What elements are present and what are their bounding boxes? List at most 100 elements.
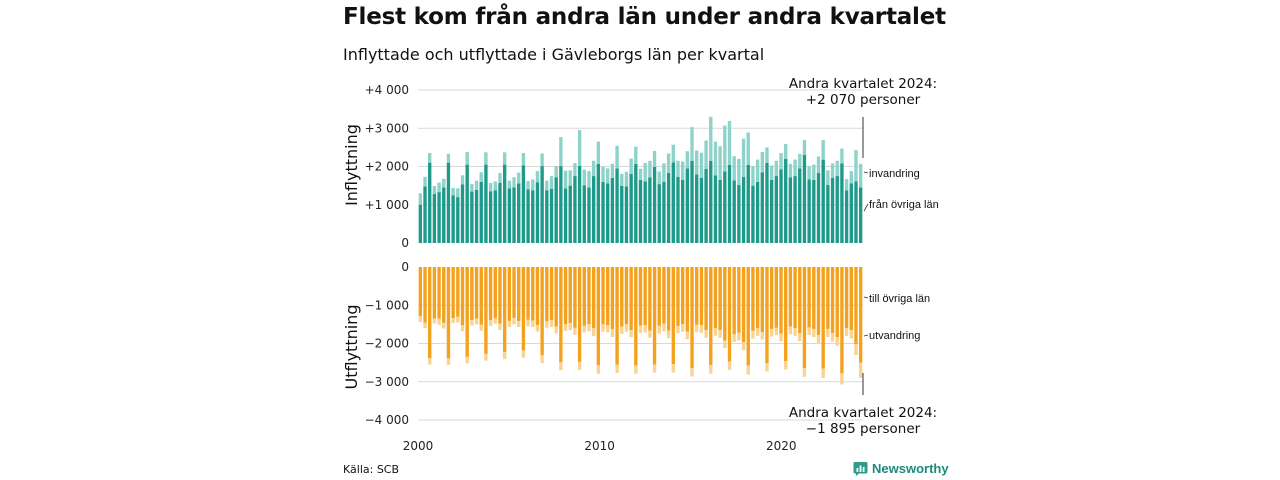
bar-utvandring	[601, 324, 605, 332]
bar-till-ovriga-lan	[709, 267, 713, 365]
bar-invandring	[634, 146, 638, 164]
bar-till-ovriga-lan	[456, 267, 460, 317]
bar-till-ovriga-lan	[460, 267, 465, 326]
bar-fran-ovriga-lan	[493, 190, 497, 243]
bar-fran-ovriga-lan	[788, 177, 793, 243]
bar-till-ovriga-lan	[840, 267, 844, 374]
bar-invandring	[751, 166, 755, 186]
bar-fran-ovriga-lan	[596, 163, 601, 243]
legend-leader-invandring	[863, 171, 869, 174]
bar-utvandring	[512, 317, 516, 325]
bar-invandring	[671, 144, 675, 163]
bar-utvandring	[676, 325, 680, 334]
top-y-tick-label: 0	[401, 236, 409, 250]
bar-invandring	[718, 146, 722, 180]
bar-till-ovriga-lan	[784, 267, 788, 362]
bar-fran-ovriga-lan	[437, 192, 441, 243]
bar-invandring	[573, 163, 577, 177]
bar-fran-ovriga-lan	[727, 164, 732, 243]
bar-fran-ovriga-lan	[423, 186, 427, 243]
bar-utvandring	[582, 325, 586, 333]
bar-invandring	[638, 168, 643, 180]
bar-fran-ovriga-lan	[676, 176, 680, 243]
bar-till-ovriga-lan	[680, 267, 685, 325]
bar-till-ovriga-lan	[610, 267, 615, 330]
bar-till-ovriga-lan	[559, 267, 563, 363]
bar-invandring	[591, 160, 596, 177]
bar-invandring	[643, 163, 647, 182]
x-tick-label: 2000	[403, 439, 434, 453]
bar-fran-ovriga-lan	[699, 177, 704, 243]
bar-till-ovriga-lan	[437, 267, 441, 319]
bar-invandring	[587, 171, 591, 188]
bar-invandring	[535, 171, 540, 183]
bar-invandring	[442, 178, 446, 188]
bar-till-ovriga-lan	[517, 267, 521, 321]
bar-till-ovriga-lan	[582, 267, 586, 326]
bar-utvandring	[531, 320, 535, 328]
bar-invandring	[606, 168, 610, 184]
bar-invandring	[517, 172, 521, 184]
bar-utvandring	[587, 323, 591, 332]
bottom-y-tick-label: 0	[401, 260, 409, 274]
bottom-y-tick-label: −4 000	[365, 413, 409, 427]
bar-till-ovriga-lan	[423, 267, 427, 323]
bar-till-ovriga-lan	[629, 267, 633, 331]
bar-invandring	[470, 184, 474, 192]
bar-till-ovriga-lan	[755, 267, 760, 329]
bar-fran-ovriga-lan	[521, 165, 526, 243]
bar-fran-ovriga-lan	[507, 188, 512, 243]
bar-invandring	[685, 151, 690, 169]
bar-till-ovriga-lan	[704, 267, 708, 331]
bar-invandring	[760, 151, 764, 173]
chart-title: Flest kom från andra län under andra kva…	[343, 4, 946, 30]
bar-till-ovriga-lan	[727, 267, 732, 362]
bar-invandring	[620, 173, 624, 187]
bar-utvandring	[629, 330, 633, 338]
bar-fran-ovriga-lan	[531, 190, 535, 243]
bar-utvandring	[802, 367, 807, 377]
bar-till-ovriga-lan	[821, 267, 825, 369]
bar-invandring	[858, 163, 863, 188]
bar-utvandring	[418, 315, 423, 323]
bar-fran-ovriga-lan	[540, 166, 544, 243]
bar-invandring	[428, 153, 432, 163]
bar-till-ovriga-lan	[563, 267, 568, 325]
bar-fran-ovriga-lan	[666, 173, 671, 243]
bar-fran-ovriga-lan	[554, 177, 558, 243]
bar-till-ovriga-lan	[648, 267, 652, 331]
bar-utvandring	[554, 326, 558, 334]
bar-utvandring	[620, 326, 624, 334]
bar-fran-ovriga-lan	[816, 173, 821, 243]
source-note: Källa: SCB	[343, 463, 400, 476]
x-tick-label: 2010	[584, 439, 615, 453]
bar-fran-ovriga-lan	[746, 164, 750, 243]
bar-utvandring	[437, 318, 441, 325]
bar-till-ovriga-lan	[545, 267, 549, 322]
bar-invandring	[727, 120, 732, 165]
bar-fran-ovriga-lan	[451, 195, 455, 243]
bar-till-ovriga-lan	[601, 267, 605, 325]
bar-invandring	[460, 175, 465, 185]
bar-invandring	[713, 141, 718, 176]
bar-till-ovriga-lan	[531, 267, 535, 321]
bar-till-ovriga-lan	[779, 267, 783, 334]
bar-invandring	[610, 163, 615, 178]
legend-leader-till-ovriga-lan	[863, 296, 869, 299]
bar-utvandring	[502, 351, 507, 360]
bar-fran-ovriga-lan	[606, 183, 610, 243]
bar-till-ovriga-lan	[620, 267, 624, 327]
bar-invandring	[695, 150, 699, 175]
legend-leader-utvandring	[863, 334, 869, 337]
bar-fran-ovriga-lan	[774, 176, 779, 243]
bar-fran-ovriga-lan	[648, 177, 652, 243]
bar-fran-ovriga-lan	[512, 187, 516, 243]
bar-fran-ovriga-lan	[488, 191, 493, 243]
bar-fran-ovriga-lan	[732, 180, 736, 243]
bar-invandring	[680, 161, 685, 180]
bar-fran-ovriga-lan	[709, 160, 713, 243]
bar-invandring	[802, 140, 807, 156]
bar-fran-ovriga-lan	[620, 186, 624, 243]
bar-till-ovriga-lan	[835, 267, 839, 337]
bar-till-ovriga-lan	[474, 267, 479, 319]
